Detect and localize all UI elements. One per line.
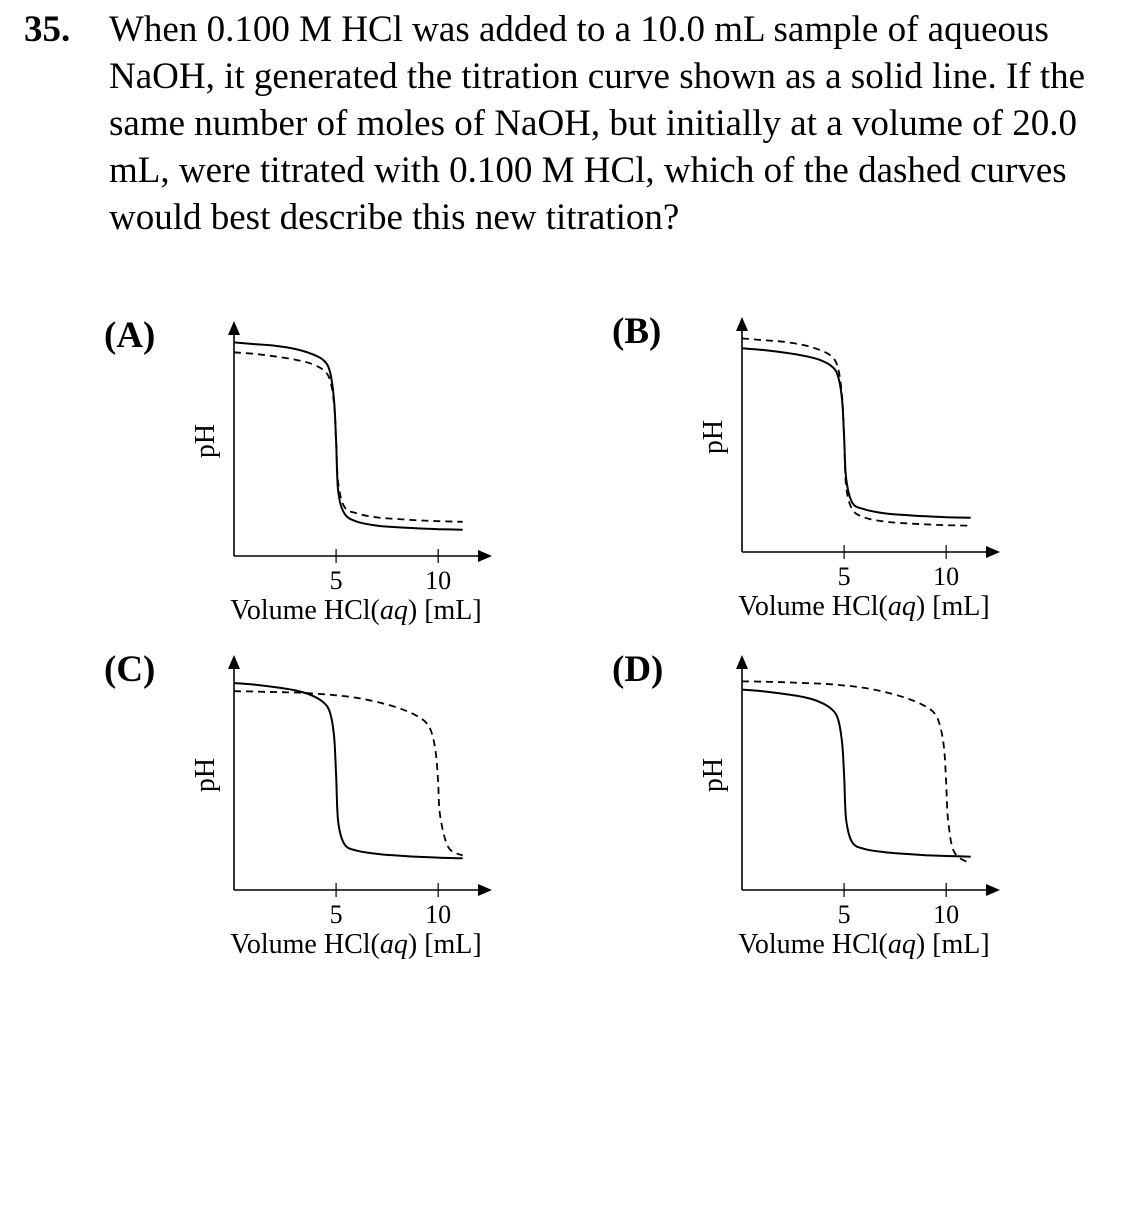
titration-plot-c: 5 10 pH Volume HCl(aq) [mL] xyxy=(190,655,492,960)
option-letter: (C) xyxy=(104,649,156,690)
x-tick-label: 5 xyxy=(330,566,343,595)
y-axis-label: pH xyxy=(698,758,729,792)
question-text: When 0.100 M HCl was added to a 10.0 mL … xyxy=(109,9,1086,238)
option-letter: (B) xyxy=(612,311,662,352)
solid-curve xyxy=(233,682,463,860)
solid-curve xyxy=(741,347,971,519)
solid-curve xyxy=(233,341,463,531)
answer-option-a[interactable]: (A) 5 10 pH Volume HCl(aq) [mL] xyxy=(104,316,624,646)
x-tick-label: 5 xyxy=(838,562,851,591)
dashed-curve xyxy=(741,337,971,527)
x-tick-label: 5 xyxy=(330,900,343,929)
option-letter: (D) xyxy=(612,649,664,690)
y-axis-label: pH xyxy=(190,758,221,792)
y-axis-arrow xyxy=(228,321,240,335)
dashed-curve xyxy=(233,351,463,523)
x-tick-label: 10 xyxy=(933,562,959,591)
solid-curve xyxy=(741,688,971,858)
option-letter: (A) xyxy=(104,315,156,356)
titration-plot-b: 5 10 pH Volume HCl(aq) [mL] xyxy=(698,317,1000,622)
titration-plot-a: 5 10 pH Volume HCl(aq) [mL] xyxy=(190,321,492,626)
y-axis-arrow xyxy=(228,655,240,669)
answer-option-c[interactable]: (C) 5 10 pH Volume HCl(aq) [mL] xyxy=(104,650,624,980)
answer-option-b[interactable]: (B) 5 10 pH Volume HCl(aq) [mL] xyxy=(612,312,1132,642)
x-axis-arrow xyxy=(986,884,1000,896)
x-axis-arrow xyxy=(478,550,492,562)
x-axis-label: Volume HCl(aq) [mL] xyxy=(230,595,481,626)
x-axis-arrow xyxy=(986,546,1000,558)
x-axis-label: Volume HCl(aq) [mL] xyxy=(738,591,989,622)
titration-plot-d: 5 10 pH Volume HCl(aq) [mL] xyxy=(698,655,1000,960)
x-axis-arrow xyxy=(478,884,492,896)
question-number: 35. xyxy=(24,9,71,50)
x-tick-label: 10 xyxy=(933,900,959,929)
y-axis-arrow xyxy=(736,655,748,669)
y-axis-label: pH xyxy=(698,420,729,454)
y-axis-arrow xyxy=(736,317,748,331)
x-tick-label: 10 xyxy=(425,566,451,595)
dashed-curve xyxy=(741,680,972,865)
x-axis-label: Volume HCl(aq) [mL] xyxy=(230,929,481,960)
x-tick-label: 10 xyxy=(425,900,451,929)
y-axis-label: pH xyxy=(190,424,221,458)
answer-option-d[interactable]: (D) 5 10 pH Volume HCl(aq) [mL] xyxy=(612,650,1132,980)
dashed-curve xyxy=(233,690,464,857)
x-tick-label: 5 xyxy=(838,900,851,929)
x-axis-label: Volume HCl(aq) [mL] xyxy=(738,929,989,960)
